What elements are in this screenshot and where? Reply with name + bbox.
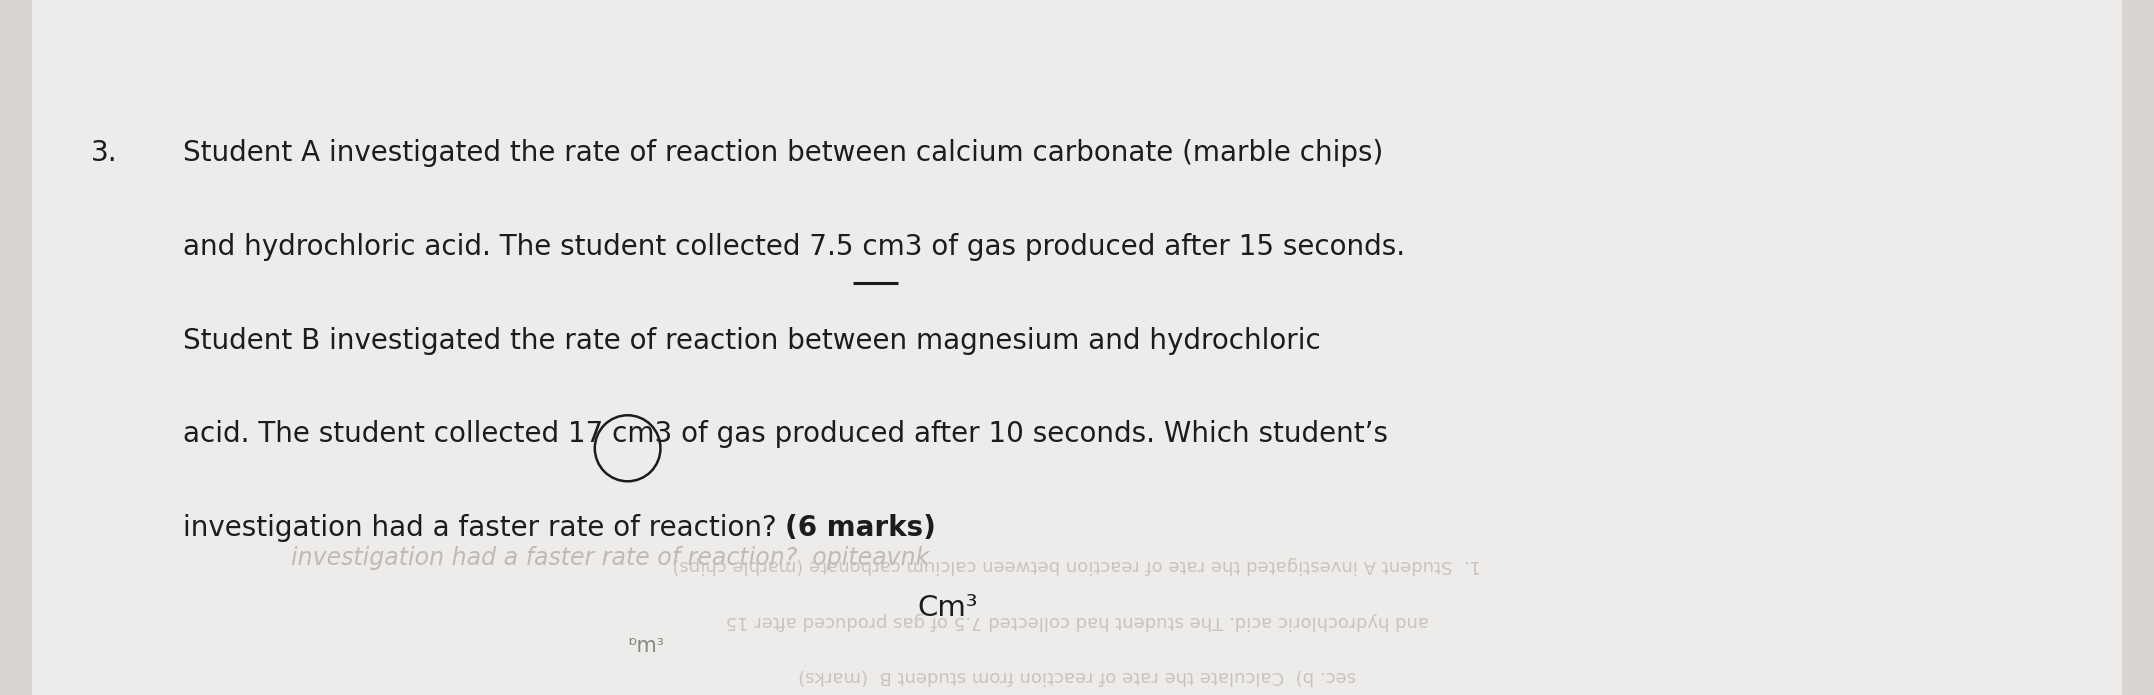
Text: 1.  Student A investigated the rate of reaction between calcium carbonate (marbl: 1. Student A investigated the rate of re…	[672, 556, 1482, 574]
Text: ᶛmᶟ: ᶛmᶟ	[629, 637, 663, 656]
Text: 3.: 3.	[90, 139, 116, 167]
Text: investigation had a faster rate of reaction?  opiteavnk: investigation had a faster rate of react…	[291, 546, 928, 570]
FancyBboxPatch shape	[32, 0, 2122, 695]
Text: acid. The student collected 17 cm3 of gas produced after 10 seconds. Which stude: acid. The student collected 17 cm3 of ga…	[183, 420, 1387, 448]
Text: Student B investigated the rate of reaction between magnesium and hydrochloric: Student B investigated the rate of react…	[183, 327, 1320, 354]
Text: investigation had a faster rate of reaction?: investigation had a faster rate of react…	[183, 514, 778, 542]
Text: sec. b)  Calculate the rate of reaction from student B  (marks): sec. b) Calculate the rate of reaction f…	[799, 667, 1355, 685]
Text: (6 marks): (6 marks)	[784, 514, 935, 542]
Text: Cm³: Cm³	[918, 594, 978, 622]
Text: and hydrochloric acid. The student had collected 7.5 of gas produced after 15: and hydrochloric acid. The student had c…	[726, 612, 1428, 630]
Text: and hydrochloric acid. The student collected 7.5 cm3 of gas produced after 15 se: and hydrochloric acid. The student colle…	[183, 233, 1404, 261]
Text: Student A investigated the rate of reaction between calcium carbonate (marble ch: Student A investigated the rate of react…	[183, 139, 1383, 167]
